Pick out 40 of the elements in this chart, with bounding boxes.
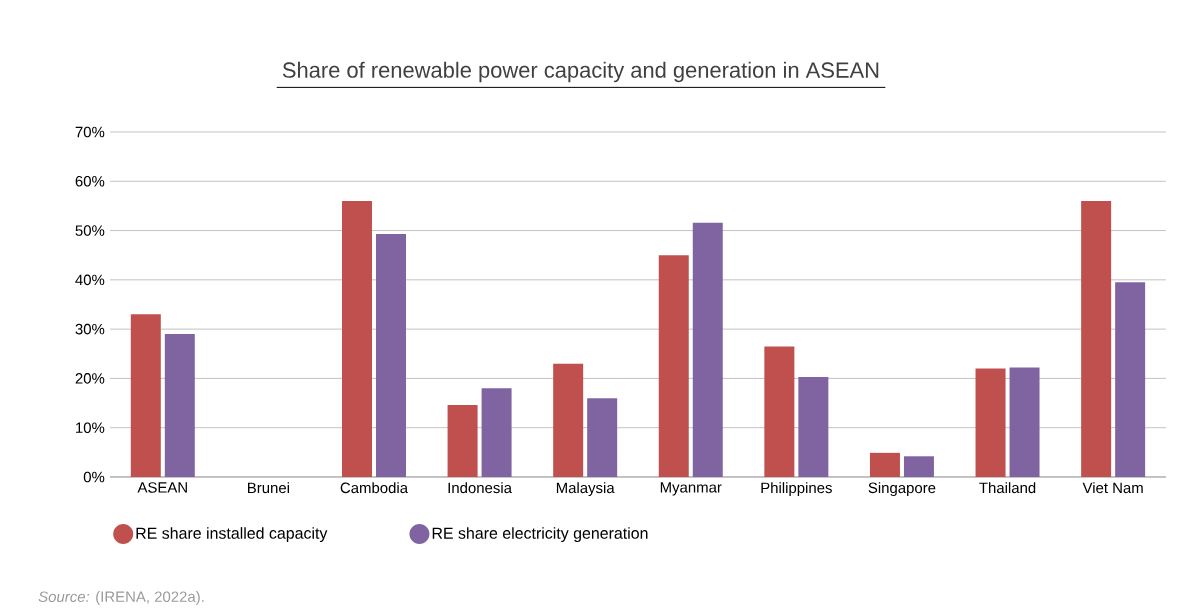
bar bbox=[1081, 200, 1112, 477]
y-tick-label: 50% bbox=[75, 225, 105, 236]
x-tick-label: Thailand bbox=[979, 482, 1036, 494]
bar bbox=[658, 255, 689, 477]
bar bbox=[1115, 282, 1146, 477]
legend-label: RE share electricity generation bbox=[432, 527, 648, 542]
bar bbox=[341, 200, 372, 477]
y-tick-label: 30% bbox=[75, 323, 105, 335]
bar bbox=[481, 388, 512, 477]
y-tick-label: 60% bbox=[75, 175, 105, 187]
bar bbox=[869, 452, 900, 477]
y-tick-label: 40% bbox=[75, 274, 105, 286]
bar bbox=[587, 398, 618, 477]
x-tick-label: Myanmar bbox=[660, 482, 722, 496]
bar bbox=[164, 334, 195, 477]
y-tick-label: 20% bbox=[75, 373, 105, 384]
bar bbox=[130, 314, 161, 477]
bar bbox=[975, 368, 1006, 477]
y-tick-label: 0% bbox=[83, 471, 105, 483]
x-tick-label: Philippines bbox=[761, 482, 832, 497]
bar bbox=[1009, 367, 1040, 477]
bar bbox=[764, 346, 795, 477]
x-tick-label: Indonesia bbox=[448, 482, 512, 494]
x-tick-label: Brunei bbox=[248, 482, 289, 494]
text: Source: (IRENA, 2022a). bbox=[38, 591, 204, 605]
bar bbox=[553, 363, 584, 477]
bar bbox=[798, 376, 829, 477]
x-tick-label: Viet Nam bbox=[1082, 482, 1143, 494]
bar bbox=[903, 456, 934, 477]
x-tick-label: Malaysia bbox=[556, 482, 615, 497]
legend-label: RE share installed capacity bbox=[136, 527, 328, 542]
x-tick-label: Singapore bbox=[868, 482, 936, 497]
y-tick-label: 70% bbox=[75, 126, 105, 138]
y-tick-label: 10% bbox=[76, 422, 105, 433]
bar bbox=[692, 222, 723, 477]
x-tick-label: ASEAN bbox=[137, 482, 187, 493]
bar bbox=[447, 405, 478, 477]
x-tick-label: Cambodia bbox=[340, 482, 409, 494]
chart-title: Share of renewable power capacity and generation in ASEAN bbox=[282, 61, 879, 83]
bar bbox=[375, 234, 406, 477]
